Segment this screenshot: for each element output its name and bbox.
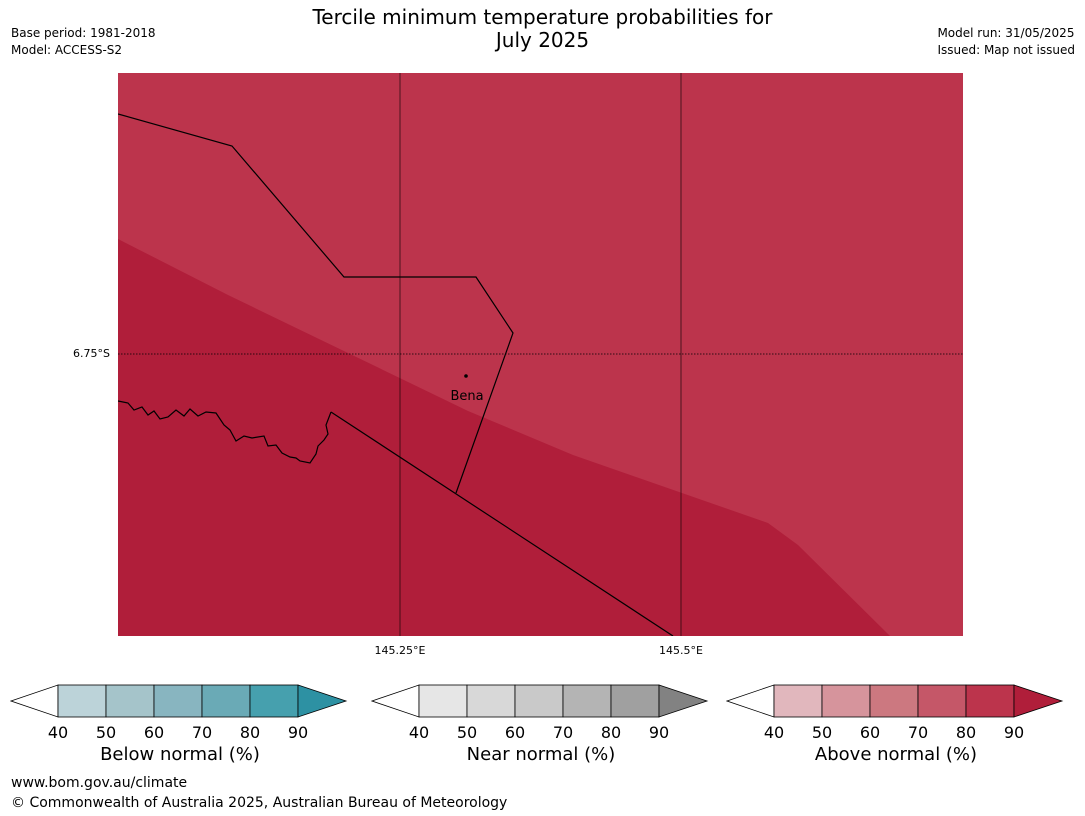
probability-band-90-plus <box>118 239 890 636</box>
issued-text: Issued: Map not issued <box>937 43 1075 57</box>
below-normal-lower-extend <box>9 684 59 718</box>
colorbar-above-normal-swatches <box>725 684 1064 718</box>
province-border-south <box>330 411 674 636</box>
colorbar-near-normal-swatches <box>370 684 709 718</box>
near-normal-swatch <box>610 684 660 718</box>
near-normal-tick-label: 50 <box>456 723 478 742</box>
map-svg: Bena <box>118 73 963 636</box>
near-normal-swatch <box>418 684 468 718</box>
below-normal-tick-label: 90 <box>287 723 309 742</box>
map-title: Tercile minimum temperature probabilitie… <box>0 6 1085 52</box>
model-text: Model: ACCESS-S2 <box>11 43 123 57</box>
colorbar-below-normal-title: Below normal (%) <box>100 744 260 765</box>
below-normal-tick-label: 80 <box>239 723 261 742</box>
near-normal-upper-extend <box>658 684 709 718</box>
colorbar-above-normal: 40 50 60 70 80 90 Above normal (%) <box>725 684 1066 784</box>
below-normal-swatch <box>153 684 203 718</box>
above-normal-swatch <box>917 684 967 718</box>
below-normal-tick-label: 70 <box>191 723 213 742</box>
below-normal-swatch <box>105 684 155 718</box>
above-normal-tick-label: 40 <box>763 723 785 742</box>
near-normal-swatch <box>514 684 564 718</box>
near-normal-lower-extend <box>370 684 420 718</box>
below-normal-tick-label: 60 <box>143 723 165 742</box>
colorbar-near-normal-ticks: 40 50 60 70 80 90 <box>371 723 711 744</box>
near-normal-tick-label: 70 <box>552 723 574 742</box>
lon-label-145-5: 145.5°E <box>659 644 703 657</box>
above-normal-lower-extend <box>725 684 775 718</box>
lat-label: 6.75°S <box>73 347 110 360</box>
below-normal-tick-label: 50 <box>95 723 117 742</box>
above-normal-swatch <box>869 684 919 718</box>
colorbar-below-normal-ticks: 40 50 60 70 80 90 <box>10 723 350 744</box>
above-normal-upper-extend <box>1013 684 1064 718</box>
above-normal-swatch <box>965 684 1015 718</box>
above-normal-swatch <box>773 684 823 718</box>
base-period-text: Base period: 1981-2018 <box>11 26 156 40</box>
above-normal-tick-label: 90 <box>1003 723 1025 742</box>
near-normal-swatch <box>466 684 516 718</box>
below-normal-swatch <box>57 684 107 718</box>
model-run-text: Model run: 31/05/2025 <box>937 26 1075 40</box>
coastline-river <box>118 400 332 464</box>
near-normal-tick-label: 60 <box>504 723 526 742</box>
colorbar-above-normal-ticks: 40 50 60 70 80 90 <box>726 723 1066 744</box>
colorbar-below-normal-swatches <box>9 684 348 718</box>
near-normal-tick-label: 90 <box>648 723 670 742</box>
below-normal-swatch <box>249 684 299 718</box>
below-normal-swatch <box>201 684 251 718</box>
near-normal-swatch <box>562 684 612 718</box>
above-normal-swatch <box>821 684 871 718</box>
map-panel[interactable]: Bena <box>118 73 963 636</box>
footer-copyright: © Commonwealth of Australia 2025, Austra… <box>11 795 508 811</box>
meta-left: Base period: 1981-2018 Model: ACCESS-S2 <box>11 25 156 59</box>
near-normal-tick-label: 40 <box>408 723 430 742</box>
colorbar-near-normal-title: Near normal (%) <box>466 744 616 765</box>
lon-label-145-25: 145.25°E <box>374 644 426 657</box>
map-title-line1: Tercile minimum temperature probabilitie… <box>312 5 773 29</box>
above-normal-tick-label: 60 <box>859 723 881 742</box>
town-label-bena: Bena <box>450 389 483 404</box>
meta-right: Model run: 31/05/2025 Issued: Map not is… <box>937 25 1075 59</box>
colorbar-near-normal: 40 50 60 70 80 90 Near normal (%) <box>370 684 711 784</box>
above-normal-tick-label: 50 <box>811 723 833 742</box>
map-title-line2: July 2025 <box>495 28 590 52</box>
colorbar-below-normal: 40 50 60 70 80 90 Below normal (%) <box>9 684 350 784</box>
above-normal-tick-label: 70 <box>907 723 929 742</box>
near-normal-tick-label: 80 <box>600 723 622 742</box>
colorbar-above-normal-title: Above normal (%) <box>814 744 978 765</box>
footer-url[interactable]: www.bom.gov.au/climate <box>11 775 188 791</box>
bena-marker-icon <box>464 374 468 378</box>
above-normal-tick-label: 80 <box>955 723 977 742</box>
province-border <box>118 113 514 494</box>
below-normal-upper-extend <box>297 684 348 718</box>
below-normal-tick-label: 40 <box>47 723 69 742</box>
